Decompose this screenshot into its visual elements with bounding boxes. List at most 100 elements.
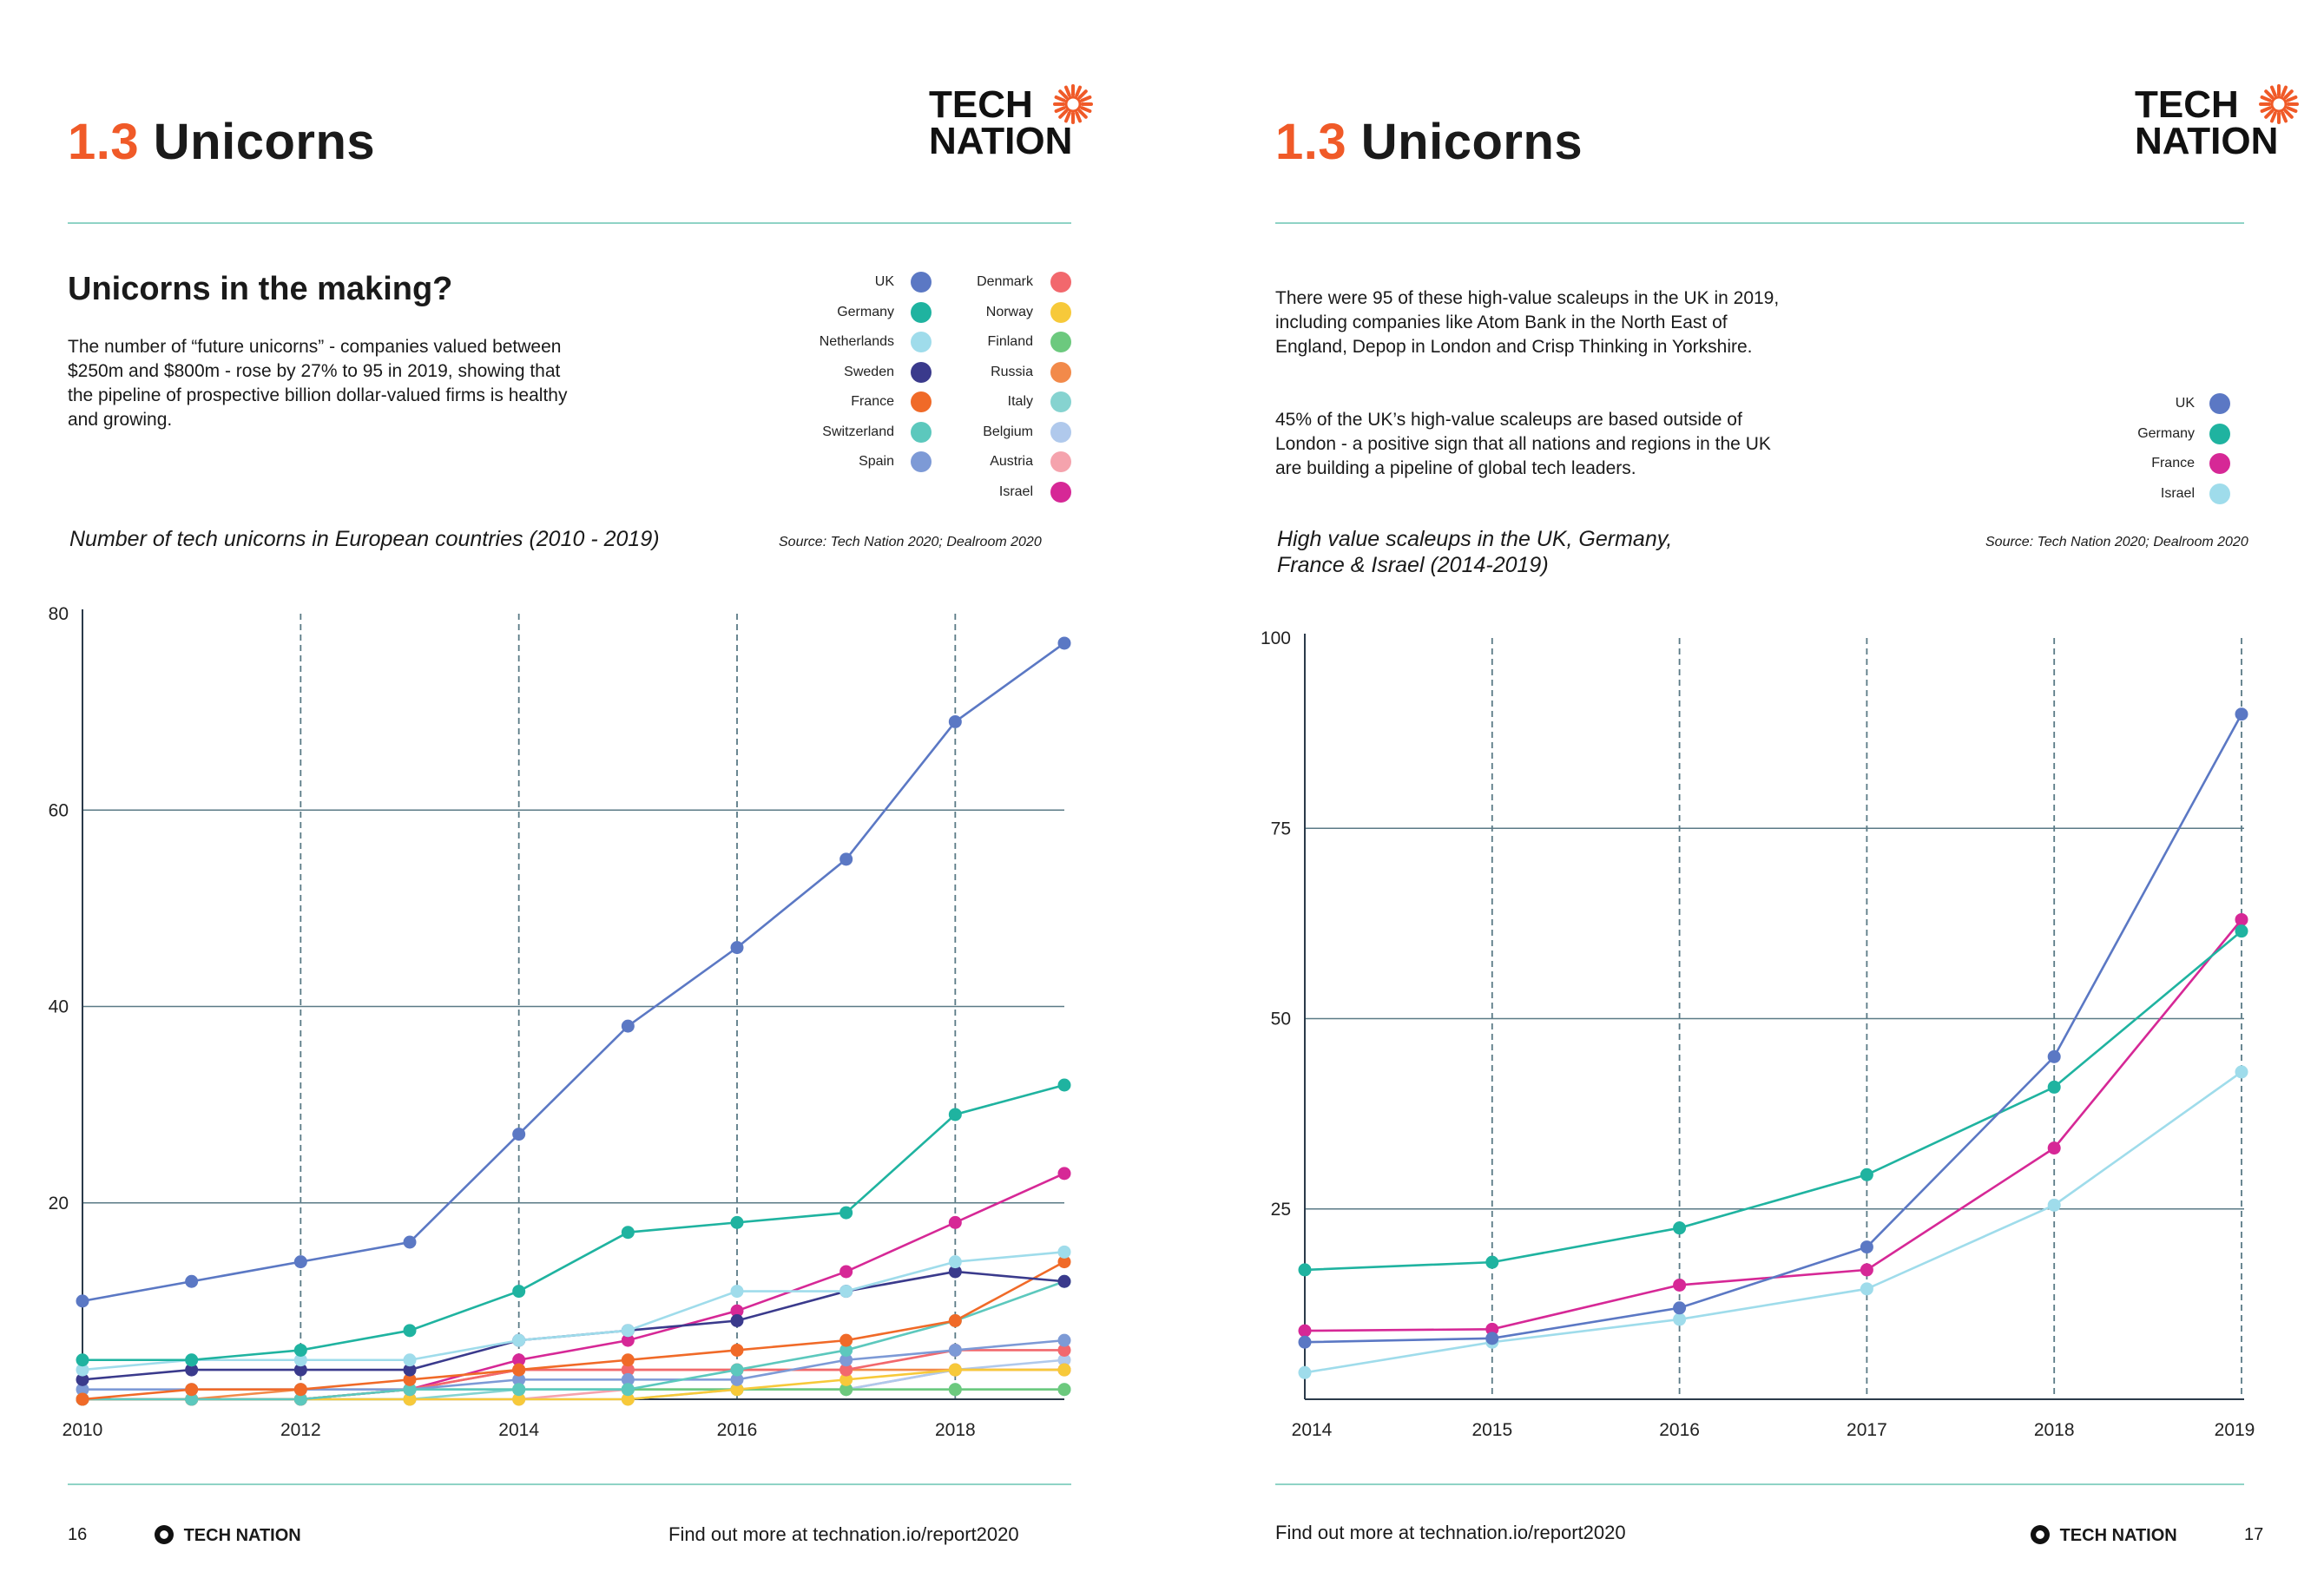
data-point [2047, 1080, 2061, 1094]
series-line [82, 1251, 1065, 1371]
legend-label-sweden: Sweden [844, 364, 894, 379]
right-page: 1.3 Unicorns TECH NATION There were 95 o… [1162, 0, 2324, 1572]
legend-swatch-italy [1050, 391, 1071, 412]
legend-label-uk: UK [2175, 396, 2195, 411]
data-point [1860, 1167, 1873, 1181]
data-point [403, 1324, 417, 1338]
data-point [621, 1226, 635, 1240]
data-point [948, 1314, 962, 1327]
data-point [948, 1363, 962, 1377]
legend-swatch-france [911, 391, 932, 412]
data-point [403, 1363, 417, 1377]
data-point [512, 1383, 526, 1397]
page-number: 17 [2244, 1525, 2264, 1544]
series-switzerland [76, 1274, 1071, 1406]
sun-icon [2259, 84, 2299, 124]
legend-label-germany: Germany [837, 304, 894, 319]
data-point [839, 1333, 853, 1347]
data-point [293, 1383, 307, 1397]
data-point [730, 1285, 744, 1299]
series-uk [1298, 707, 2248, 1349]
series-line [82, 1083, 1065, 1362]
legend-swatch-austria [1050, 451, 1071, 472]
footer-link[interactable]: Find out more at technation.io/report202… [1275, 1522, 1626, 1543]
data-point [2235, 707, 2248, 721]
data-point [185, 1274, 199, 1288]
data-point [839, 1206, 853, 1220]
data-point [293, 1343, 307, 1357]
section-name: Unicorns [153, 114, 376, 170]
data-point [621, 1383, 635, 1397]
data-point [839, 1383, 853, 1397]
subheading: Unicorns in the making? [68, 271, 453, 307]
data-point [1298, 1365, 1312, 1379]
data-point [403, 1392, 417, 1406]
footer-logo-text: TECH NATION [2059, 1526, 2177, 1545]
x-tick-label: 2010 [63, 1420, 103, 1440]
data-point [512, 1392, 526, 1406]
series-line [1304, 714, 2243, 1344]
section-title: 1.3 Unicorns [68, 113, 375, 171]
legend-swatch-finland [1050, 332, 1071, 352]
y-tick-label: 100 [1261, 628, 1291, 648]
data-point [293, 1363, 307, 1377]
legend-label-israel: Israel [2160, 485, 2195, 501]
logo-line-1: TECH [2135, 83, 2239, 126]
data-point [621, 1019, 635, 1033]
data-point [512, 1372, 526, 1386]
data-point [948, 1108, 962, 1121]
data-point [1673, 1278, 1687, 1292]
logo-line-2: NATION [2135, 120, 2279, 162]
y-tick-label: 25 [1271, 1200, 1291, 1220]
data-point [512, 1363, 526, 1377]
data-point [293, 1353, 307, 1367]
bottom-rule [1275, 1483, 2244, 1485]
data-point [1057, 1343, 1071, 1357]
data-point [839, 1353, 853, 1367]
data-point [1298, 1324, 1312, 1338]
legend-swatch-spain [911, 451, 932, 472]
x-tick-label: 2016 [717, 1420, 758, 1440]
x-tick-label: 2016 [1659, 1420, 1700, 1440]
data-point [621, 1372, 635, 1386]
data-point [948, 1343, 962, 1357]
section-name: Unicorns [1360, 114, 1583, 170]
data-point [730, 1372, 744, 1386]
legend-label-belgium: Belgium [983, 424, 1033, 439]
x-tick-label: 2014 [1292, 1420, 1333, 1440]
series-line [82, 1270, 1065, 1381]
data-point [2047, 1198, 2061, 1212]
data-point [1057, 636, 1071, 650]
data-point [293, 1255, 307, 1269]
footer-logo: TECH NATION [2031, 1525, 2177, 1546]
legend-label-israel: Israel [998, 483, 1033, 499]
data-point [730, 1383, 744, 1397]
data-point [1057, 1333, 1071, 1347]
data-point [948, 1265, 962, 1279]
data-point [403, 1372, 417, 1386]
y-tick-label: 60 [49, 800, 69, 820]
legend-swatch-netherlands [911, 332, 932, 352]
sun-icon [155, 1525, 174, 1544]
intro-paragraph: The number of “future unicorns” - compan… [68, 337, 568, 430]
data-point [1673, 1312, 1687, 1326]
data-point [76, 1383, 89, 1397]
left-page: 1.3 Unicorns TECH NATION Unicorns in the… [49, 84, 1093, 1545]
legend-swatch-russia [1050, 361, 1071, 383]
unicorns-line-chart: 20 40 60 80 2010 2012 2014 2016 2018 [49, 604, 1071, 1440]
data-point [76, 1363, 89, 1377]
bottom-rule [68, 1483, 1071, 1485]
data-point [1860, 1282, 1873, 1296]
paragraph-2: 45% of the UK’s high-value scaleups are … [1275, 410, 1771, 478]
data-point [1057, 1255, 1071, 1269]
data-point [185, 1353, 199, 1367]
data-point [1485, 1322, 1499, 1336]
footer-logo-text: TECH NATION [183, 1526, 301, 1545]
series-line [1304, 1070, 2242, 1374]
x-tick-label: 2017 [1847, 1420, 1887, 1440]
legend-label-france: France [2151, 456, 2195, 470]
logo-line-2: NATION [929, 120, 1073, 162]
footer-link[interactable]: Find out more at technation.io/report202… [668, 1523, 1019, 1545]
legend-swatch-switzerland [911, 421, 932, 443]
data-point [1057, 1383, 1071, 1397]
